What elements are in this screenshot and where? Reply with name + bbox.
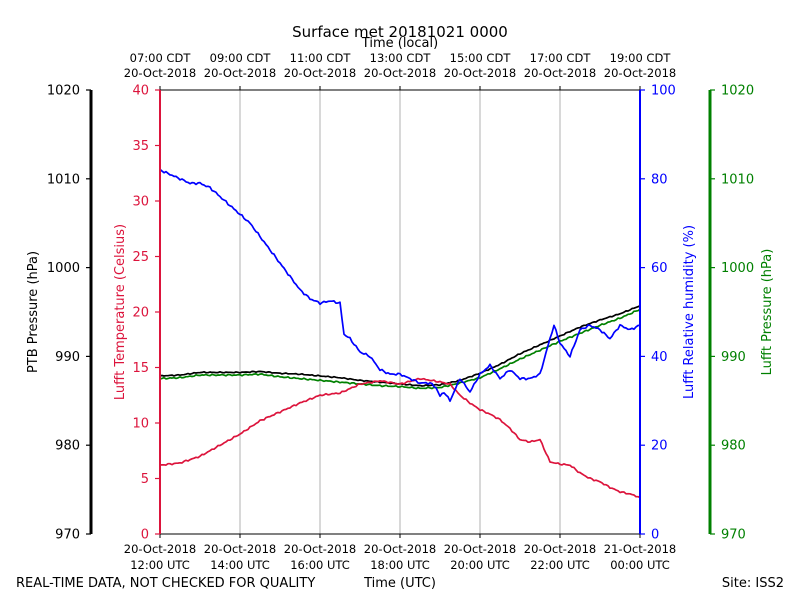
axis-tick-label: 60 bbox=[651, 261, 668, 276]
axis-tick-label: 10 bbox=[132, 417, 149, 432]
bottom-tick-date: 20-Oct-2018 bbox=[124, 542, 196, 556]
quality-disclaimer: REAL-TIME DATA, NOT CHECKED FOR QUALITY bbox=[16, 576, 315, 591]
axis-tick-label: 0 bbox=[651, 528, 659, 543]
ptb-pressure-axis: 970 980 990 1000 1010 1020 bbox=[47, 84, 93, 543]
axis-tick-label: 1000 bbox=[721, 261, 754, 276]
axis-tick-label: 980 bbox=[55, 439, 80, 454]
chart-title: Surface met 20181021 0000 bbox=[292, 23, 508, 41]
axis-tick-label: 30 bbox=[132, 195, 149, 210]
bottom-tick-date: 20-Oct-2018 bbox=[524, 542, 596, 556]
axis-tick-label: 1010 bbox=[47, 172, 80, 187]
temperature-axis: 0 5 10 15 20 25 30 35 40 bbox=[132, 84, 161, 543]
bottom-tick-date: 20-Oct-2018 bbox=[364, 542, 436, 556]
axis-tick-label: 80 bbox=[651, 172, 668, 187]
top-tick-time: 15:00 CDT bbox=[450, 51, 512, 65]
lufft-pressure-axis: 970 980 990 1000 1010 1020 bbox=[708, 84, 754, 543]
top-tick-date: 20-Oct-2018 bbox=[284, 66, 356, 80]
axis-tick-label: 20 bbox=[651, 439, 668, 454]
bottom-tick-time: 00:00 UTC bbox=[610, 558, 670, 572]
bottom-tick-time: 20:00 UTC bbox=[450, 558, 510, 572]
top-tick-time: 19:00 CDT bbox=[610, 51, 672, 65]
bottom-tick-date: 20-Oct-2018 bbox=[444, 542, 516, 556]
top-tick-time: 13:00 CDT bbox=[370, 51, 432, 65]
axis-tick-label: 990 bbox=[721, 350, 746, 365]
vertical-gridlines bbox=[239, 90, 561, 534]
axis-tick-label: 0 bbox=[141, 528, 149, 543]
top-tick-time: 07:00 CDT bbox=[130, 51, 192, 65]
top-tick-date: 20-Oct-2018 bbox=[524, 66, 596, 80]
axis-tick-label: 40 bbox=[651, 350, 668, 365]
lufft-pressure-axis-label: Lufft Pressure (hPa) bbox=[760, 249, 775, 376]
top-tick-date: 20-Oct-2018 bbox=[604, 66, 676, 80]
bottom-tick-time: 16:00 UTC bbox=[290, 558, 350, 572]
axis-tick-label: 990 bbox=[55, 350, 80, 365]
bottom-tick-date: 20-Oct-2018 bbox=[204, 542, 276, 556]
top-tick-time: 09:00 CDT bbox=[210, 51, 272, 65]
axis-tick-label: 970 bbox=[55, 528, 80, 543]
top-tick-date: 20-Oct-2018 bbox=[444, 66, 516, 80]
top-axis-title: Time (local) bbox=[361, 36, 438, 51]
humidity-axis: 0 20 40 60 80 100 bbox=[639, 84, 676, 543]
lufft-relative-humidity-line bbox=[159, 168, 641, 403]
bottom-tick-time: 18:00 UTC bbox=[370, 558, 430, 572]
top-tick-date: 20-Oct-2018 bbox=[124, 66, 196, 80]
axis-tick-label: 20 bbox=[132, 306, 149, 321]
top-tick-time: 17:00 CDT bbox=[530, 51, 592, 65]
axis-tick-label: 1010 bbox=[721, 172, 754, 187]
axis-tick-label: 40 bbox=[132, 84, 149, 99]
top-tick-time: 11:00 CDT bbox=[290, 51, 352, 65]
axis-tick-label: 980 bbox=[721, 439, 746, 454]
axis-tick-label: 15 bbox=[132, 361, 149, 376]
axis-tick-label: 25 bbox=[132, 250, 149, 265]
axis-tick-label: 35 bbox=[132, 139, 149, 154]
bottom-tick-time: 12:00 UTC bbox=[130, 558, 190, 572]
x-axis-label: Time (UTC) bbox=[363, 576, 436, 591]
bottom-axis-ticks: 20-Oct-2018 12:00 UTC 20-Oct-2018 14:00 UTC… bbox=[124, 534, 676, 572]
lufft-temperature-line bbox=[159, 377, 641, 499]
axis-tick-label: 100 bbox=[651, 84, 676, 99]
axis-tick-label: 1020 bbox=[47, 84, 80, 99]
top-tick-date: 20-Oct-2018 bbox=[204, 66, 276, 80]
humidity-axis-label: Lufft Relative humidity (%) bbox=[682, 225, 697, 399]
bottom-tick-time: 14:00 UTC bbox=[210, 558, 270, 572]
bottom-tick-date: 21-Oct-2018 bbox=[604, 542, 676, 556]
bottom-tick-date: 20-Oct-2018 bbox=[284, 542, 356, 556]
axis-tick-label: 1020 bbox=[721, 84, 754, 99]
temperature-axis-label: Lufft Temperature (Celsius) bbox=[113, 224, 128, 400]
series-layer bbox=[159, 168, 641, 499]
bottom-tick-time: 22:00 UTC bbox=[530, 558, 590, 572]
site-label: Site: ISS2 bbox=[722, 576, 784, 591]
ptb-pressure-axis-label: PTB Pressure (hPa) bbox=[26, 251, 41, 373]
axis-tick-label: 1000 bbox=[47, 261, 80, 276]
axis-tick-label: 5 bbox=[141, 472, 149, 487]
axis-tick-label: 970 bbox=[721, 528, 746, 543]
top-tick-date: 20-Oct-2018 bbox=[364, 66, 436, 80]
